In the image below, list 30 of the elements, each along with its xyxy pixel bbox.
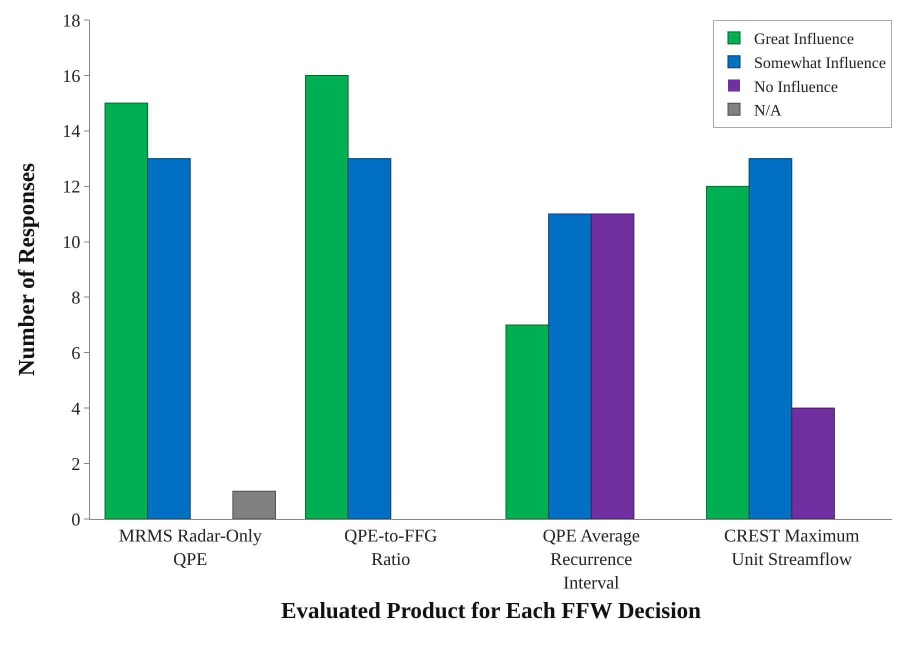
bar [147,158,191,519]
legend-label: No Influence [754,78,838,96]
legend-label: Great Influence [754,31,854,48]
bar [348,158,392,519]
legend-label: Somewhat Influence [754,54,886,72]
x-tick-label: QPE Average Recurrence Interval [542,526,640,592]
y-tick-label: 18 [62,10,80,30]
y-tick-label: 8 [71,288,80,308]
bar [506,324,550,519]
y-tick-label: 2 [71,454,80,474]
bar [548,214,592,519]
y-tick-label: 10 [62,232,80,252]
legend-label: N/A [754,102,782,120]
bar [305,74,349,519]
y-tick-label: 16 [62,66,80,86]
x-tick-label: MRMS Radar-Only QPE [118,526,262,569]
bar [590,214,634,519]
y-tick-label: 6 [71,342,80,363]
x-axis-title: Evaluated Product for Each FFW Decision [281,598,702,623]
bar [791,408,835,519]
bar [706,186,750,519]
bar [104,102,148,519]
y-tick-label: 4 [71,398,80,418]
x-tick-label: CREST Maximum Unit Streamflow [724,526,860,569]
y-tick-label: 14 [62,121,80,142]
y-tick-label: 0 [71,509,80,530]
bar [748,158,792,519]
y-axis-title: Number of Responses [14,162,39,376]
y-tick-label: 12 [62,176,80,197]
x-tick-label: QPE-to-FFG Ratio [344,526,438,569]
